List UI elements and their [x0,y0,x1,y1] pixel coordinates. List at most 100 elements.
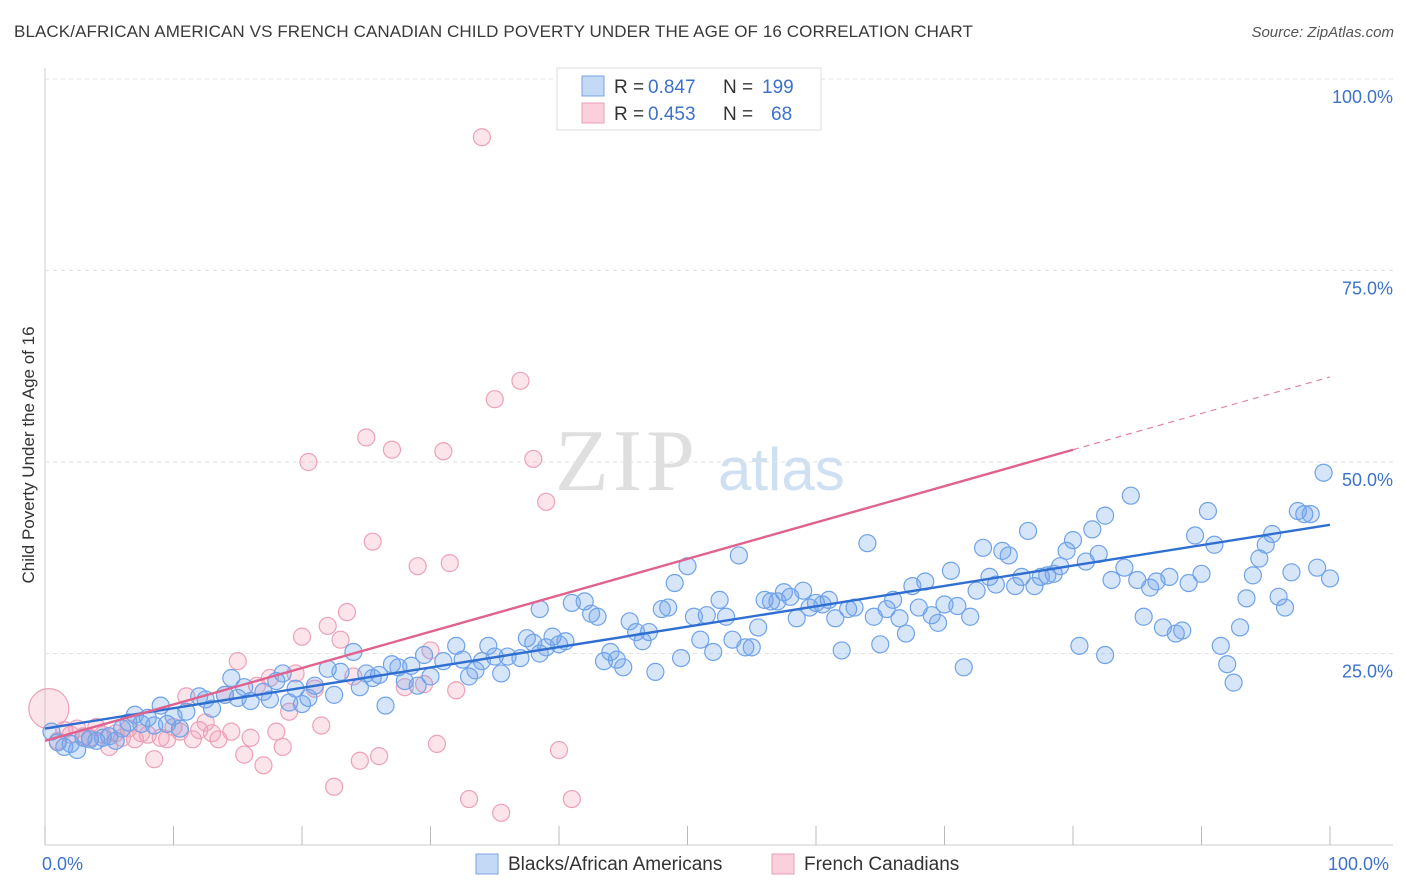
blue-point [832,641,851,660]
blue-point [1063,531,1083,550]
pink-point [485,390,504,409]
pink-point [562,789,581,809]
blue-point [1160,567,1179,587]
pink-point [292,627,312,646]
blue-point [1185,526,1205,545]
blue-point [652,599,671,619]
legend-n-value-pink: 68 [771,104,792,125]
blue-point [986,575,1006,594]
blue-point [826,609,845,628]
blue-point [954,658,973,677]
blue-point [1275,598,1295,617]
blue-point [646,662,665,681]
pink-point [273,737,292,757]
x-tick-label-0: 0.0% [42,854,83,874]
blue-point [999,546,1018,565]
blue-point [671,648,691,668]
legend-swatch-pink [581,102,605,124]
pink-point [363,532,382,551]
blue-point [466,661,485,680]
blue-point [973,538,993,557]
blue-point [729,546,749,565]
pink-point [267,722,286,741]
pink-point [459,789,479,809]
blue-point [761,592,781,611]
blue-point [421,667,440,686]
pink-point [382,440,402,459]
pink-point [357,428,376,447]
chart-title: BLACK/AFRICAN AMERICAN VS FRENCH CANADIA… [14,22,973,41]
blue-point [222,668,241,688]
blue-point [961,607,980,626]
pink-point [312,716,331,735]
y-tick-label-100: 100.0% [1332,87,1393,107]
pink-point [222,722,241,741]
pink-point [537,492,556,511]
blue-point [1320,569,1340,588]
blue-point [1295,504,1314,524]
legend-n-label-pink: N = [723,104,753,125]
y-tick-label-75: 75.0% [1342,279,1393,299]
blue-point [1269,587,1288,606]
pink-point [145,750,164,769]
blue-point [1096,506,1115,525]
blue-point [1096,645,1115,665]
blue-point [1218,655,1237,674]
bottom-legend-label-pink: French Canadians [804,854,959,875]
pink-point [524,449,543,469]
blue-point [1282,563,1301,582]
pink-point [427,734,447,753]
blue-point [704,642,723,662]
watermark-atlas: atlas [718,436,845,503]
blue-point [1025,576,1044,596]
pink-point [331,630,350,649]
x-tick-label-100: 100.0% [1328,854,1389,874]
blue-point [1224,673,1243,692]
blue-point [1070,636,1089,655]
legend-r-value-blue: 0.847 [648,77,696,98]
blue-point [1121,486,1140,505]
pink-point [370,747,389,766]
pink-point [235,745,254,764]
blue-point [871,635,890,654]
pink-point [228,652,247,671]
pink-point [299,452,318,472]
blue-point [260,690,279,709]
source-credit: Source: ZipAtlas.com [1251,24,1394,41]
blue-point [697,606,716,625]
series-legend: Blacks/African Americans French Canadian… [475,853,959,875]
bottom-legend-label-blue: Blacks/African Americans [508,854,722,875]
blue-point [1006,576,1025,596]
legend-n-label-blue: N = [723,77,753,98]
pink-trend-extension [1072,376,1331,451]
pink-point [472,128,491,147]
bottom-legend-swatch-blue [475,853,499,875]
blue-point [691,630,710,649]
blue-point [749,618,768,637]
pink-point [318,616,337,636]
blue-point [1057,541,1076,560]
y-tick-label-25: 25.0% [1342,662,1393,682]
pink-point [511,371,530,390]
correlation-legend: R = 0.847 N = 199 R = 0.453 N = 68 [556,67,822,131]
blue-point [1301,504,1320,524]
pink-point [549,740,569,760]
blue-point [620,612,639,631]
blue-point [1237,589,1256,608]
blue-point [928,613,948,632]
legend-r-label-pink: R = [614,104,644,125]
pink-point [492,803,511,822]
pink-point [421,641,440,660]
legend-r-value-pink: 0.453 [648,104,696,125]
blue-point [331,662,350,681]
blue-point [614,658,633,677]
blue-point [896,624,916,643]
blue-point [1211,636,1230,655]
blue-point [967,581,986,600]
blue-point [948,596,967,616]
legend-n-value-blue: 199 [762,77,794,98]
pink-point [350,751,369,770]
blue-point [1256,535,1275,554]
blue-point [517,629,536,648]
